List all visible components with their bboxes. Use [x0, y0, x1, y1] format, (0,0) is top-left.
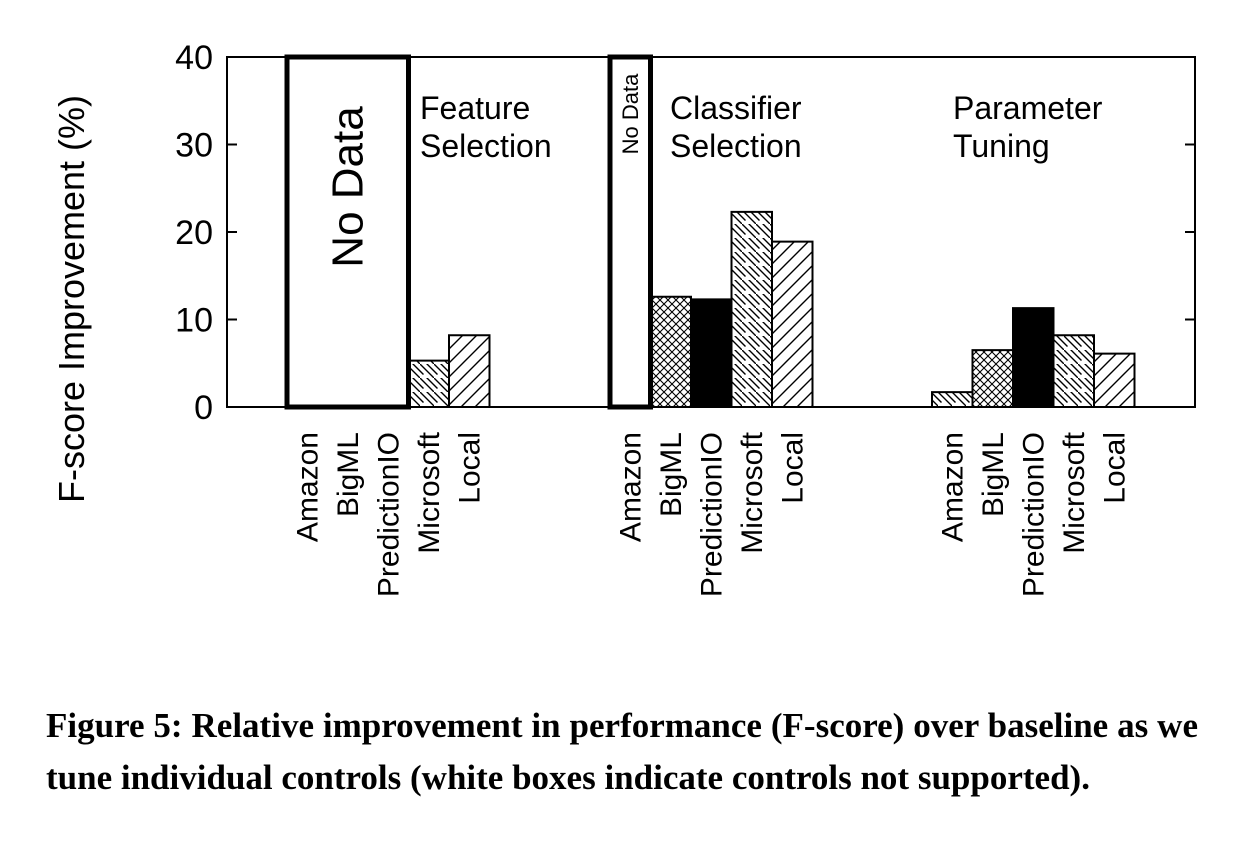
- bars: [407, 210, 1136, 408]
- bar-chart: 0 10 20 30 40 F-score Improvement (%) No Dat…: [51, 39, 1196, 597]
- no-data-box: [284, 54, 411, 410]
- category-label: Local: [1098, 432, 1131, 504]
- bar-local: [448, 334, 491, 408]
- category-label: Amazon: [291, 432, 324, 542]
- category-label: Amazon: [936, 432, 969, 542]
- category-label: Microsoft: [1058, 431, 1091, 553]
- figure-caption: Figure 5: Relative improvement in perfor…: [46, 706, 1198, 797]
- category-label: Amazon: [614, 432, 647, 542]
- y-tick-label: 30: [175, 127, 213, 165]
- bar-bigml: [649, 295, 692, 408]
- no-data-label: No Data: [618, 73, 643, 154]
- category-label: BigML: [977, 432, 1010, 517]
- bar-bigml: [971, 349, 1014, 408]
- group-label: Classifier: [670, 90, 802, 126]
- y-tick-label: 20: [175, 214, 213, 252]
- bar-local: [1093, 352, 1136, 408]
- y-tick-label: 0: [194, 389, 213, 427]
- y-axis: 0 10 20 30 40: [175, 39, 1195, 427]
- group-label: Parameter: [953, 90, 1103, 126]
- category-label: BigML: [332, 432, 365, 517]
- bar-microsoft: [407, 359, 450, 408]
- no-data-label: No Data: [323, 106, 372, 268]
- category-label: Microsoft: [736, 431, 769, 553]
- y-tick-label: 40: [175, 39, 213, 77]
- category-label: Local: [776, 432, 809, 504]
- category-label: Local: [453, 432, 486, 504]
- category-label: BigML: [655, 432, 688, 517]
- group-label: Selection: [670, 128, 802, 164]
- y-tick-label: 10: [175, 302, 213, 340]
- category-label: PredictionIO: [695, 432, 728, 597]
- group-label: Feature: [420, 90, 530, 126]
- category-label: Microsoft: [413, 431, 446, 553]
- category-labels: Amazon BigML PredictionIO Microsoft Local Ama…: [291, 431, 1131, 597]
- no-data-box: [607, 54, 653, 410]
- category-label: PredictionIO: [1017, 432, 1050, 597]
- y-axis-label: F-score Improvement (%): [51, 95, 92, 503]
- bar-microsoft: [1052, 334, 1095, 408]
- category-label: PredictionIO: [372, 432, 405, 597]
- group-labels: FeatureSelectionClassifierSelectionParam…: [420, 90, 1103, 164]
- bar-local: [771, 240, 814, 408]
- group-label: Selection: [420, 128, 552, 164]
- bar-microsoft: [730, 210, 773, 408]
- bar-predictionio: [1012, 307, 1055, 408]
- no-data-boxes: No Data No Data: [284, 54, 653, 410]
- bar-predictionio: [690, 298, 733, 408]
- group-label: Tuning: [953, 128, 1050, 164]
- bar-amazon: [931, 391, 974, 408]
